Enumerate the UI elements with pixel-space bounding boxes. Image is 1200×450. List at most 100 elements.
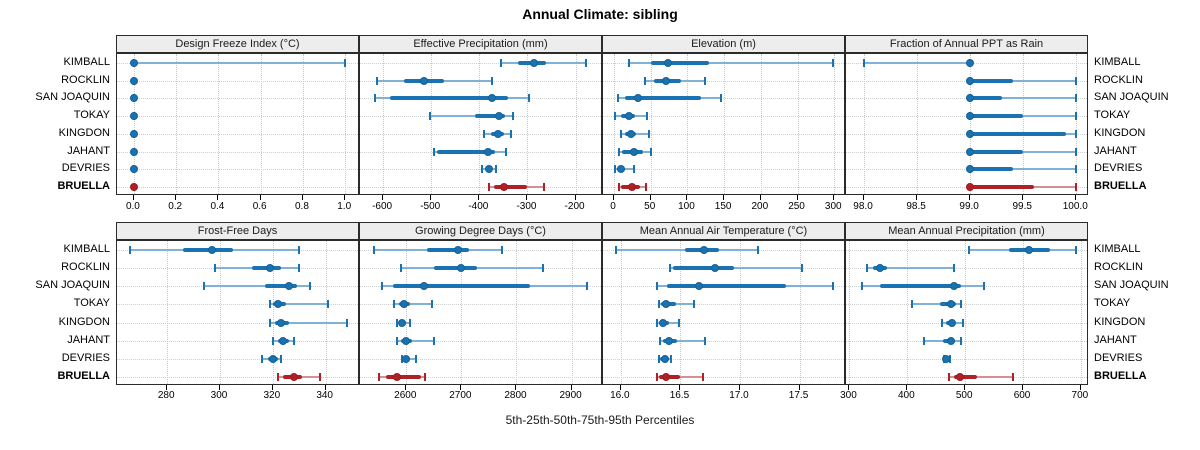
median-dot-50th	[420, 282, 429, 291]
axis-tick	[738, 385, 740, 390]
iqr-bar-25th-75th	[879, 284, 962, 289]
panel-frost-free-days	[116, 240, 359, 385]
axis-tick	[132, 195, 134, 200]
axis-tick-label: 250	[788, 201, 805, 212]
whisker-cap-5th	[941, 318, 944, 327]
iqr-bar-25th-75th	[625, 96, 701, 101]
gridline-horizontal	[360, 62, 601, 64]
gridline-vertical	[167, 241, 169, 384]
whisker-cap-5th	[967, 246, 970, 255]
axis-tick-label: 16.5	[669, 390, 690, 401]
gridline-vertical	[220, 241, 221, 384]
axis-tick-label: 400	[897, 390, 915, 401]
chart-title: Annual Climate: sibling	[522, 6, 678, 22]
axis-tick-label: 0	[610, 201, 616, 212]
whisker-cap-5th	[381, 282, 384, 291]
whisker-cap-95th	[1075, 129, 1078, 138]
axis-tick	[324, 385, 326, 390]
whisker-cap-5th	[668, 264, 671, 273]
whisker-cap-5th	[213, 264, 216, 273]
gridline-horizontal	[360, 304, 601, 306]
median-dot-50th	[484, 165, 493, 174]
axis-tick	[964, 385, 966, 390]
whisker-cap-95th	[501, 246, 504, 255]
row-label-left-bruella: BRUELLA	[57, 369, 110, 382]
range-line-5th-95th	[948, 375, 1014, 378]
whisker-cap-95th	[1075, 165, 1078, 174]
axis-tick-label: 300	[210, 390, 228, 401]
median-dot-50th	[129, 183, 138, 192]
panel-header-elevation-m-: Elevation (m)	[602, 35, 845, 53]
axis-tick	[613, 195, 614, 200]
axis-tick	[166, 385, 168, 390]
iqr-bar-25th-75th	[385, 374, 421, 379]
whisker-cap-5th	[657, 300, 660, 309]
median-dot-50th	[947, 300, 956, 309]
iqr-bar-25th-75th	[970, 149, 1024, 154]
gridline-vertical	[176, 54, 178, 194]
median-dot-50th	[955, 372, 964, 381]
gridline-horizontal	[117, 187, 358, 189]
whisker-cap-5th	[399, 264, 402, 273]
row-label-right-rocklin: ROCKLIN	[1094, 261, 1143, 274]
median-dot-50th	[402, 336, 411, 345]
gridline-horizontal	[846, 250, 1087, 252]
gridline-vertical	[218, 54, 220, 194]
axis-tick	[679, 385, 681, 390]
range-line-5th-95th	[270, 303, 329, 306]
median-dot-50th	[284, 282, 293, 291]
whisker-cap-95th	[585, 58, 588, 67]
axis-tick-label: 500	[955, 390, 973, 401]
median-dot-50th	[966, 76, 975, 85]
whisker-cap-5th	[659, 336, 662, 345]
panel-header-effective-precipitation-mm-: Effective Precipitation (mm)	[359, 35, 602, 53]
gridline-horizontal	[846, 322, 1087, 324]
gridline-vertical	[325, 241, 327, 384]
gridline-horizontal	[117, 376, 358, 378]
axis-tick-label: 0.8	[294, 201, 309, 212]
axis-tick	[649, 195, 651, 200]
whisker-cap-5th	[620, 129, 623, 138]
whisker-cap-5th	[378, 372, 381, 381]
median-dot-50th	[663, 58, 672, 67]
range-line-5th-95th	[669, 267, 802, 270]
axis-tick	[863, 195, 865, 200]
whisker-cap-5th	[655, 372, 658, 381]
whisker-cap-95th	[1075, 112, 1078, 121]
axis-tick	[1079, 385, 1081, 390]
median-dot-50th	[454, 246, 463, 255]
row-label-right-kingdon: KINGDON	[1094, 126, 1146, 139]
median-dot-50th	[662, 76, 671, 85]
median-dot-50th	[279, 336, 288, 345]
iqr-bar-25th-75th	[651, 60, 710, 65]
row-label-left-tokay: TOKAY	[73, 109, 110, 122]
gridline-vertical	[965, 241, 967, 384]
panel-header-mean-annual-precipitation-mm-: Mean Annual Precipitation (mm)	[845, 222, 1088, 240]
whisker-cap-95th	[308, 282, 311, 291]
axis-tick-label: 320	[263, 390, 281, 401]
gridline-horizontal	[117, 116, 358, 118]
median-dot-50th	[398, 318, 407, 327]
row-label-left-kingdon: KINGDON	[58, 126, 110, 139]
median-dot-50th	[617, 165, 626, 174]
axis-tick	[619, 385, 621, 390]
gridline-horizontal	[846, 340, 1087, 342]
whisker-cap-5th	[614, 165, 617, 174]
gridline-vertical	[799, 241, 801, 384]
whisker-cap-95th	[431, 300, 434, 309]
median-dot-50th	[276, 318, 285, 327]
iqr-bar-25th-75th	[970, 78, 1013, 83]
axis-tick-label: 2700	[449, 390, 472, 401]
axis-tick	[759, 195, 761, 200]
panel-growing-degree-days-c-	[359, 240, 602, 385]
axis-tick	[259, 195, 261, 200]
axis-tick-label: 0.0	[125, 201, 140, 212]
gridline-vertical	[302, 54, 304, 194]
gridline-horizontal	[360, 133, 601, 135]
whisker-cap-95th	[512, 112, 515, 121]
iqr-bar-25th-75th	[954, 374, 977, 379]
median-dot-50th	[129, 112, 138, 121]
panel-header-growing-degree-days-c-: Growing Degree Days (°C)	[359, 222, 602, 240]
range-line-5th-95th	[923, 339, 961, 342]
